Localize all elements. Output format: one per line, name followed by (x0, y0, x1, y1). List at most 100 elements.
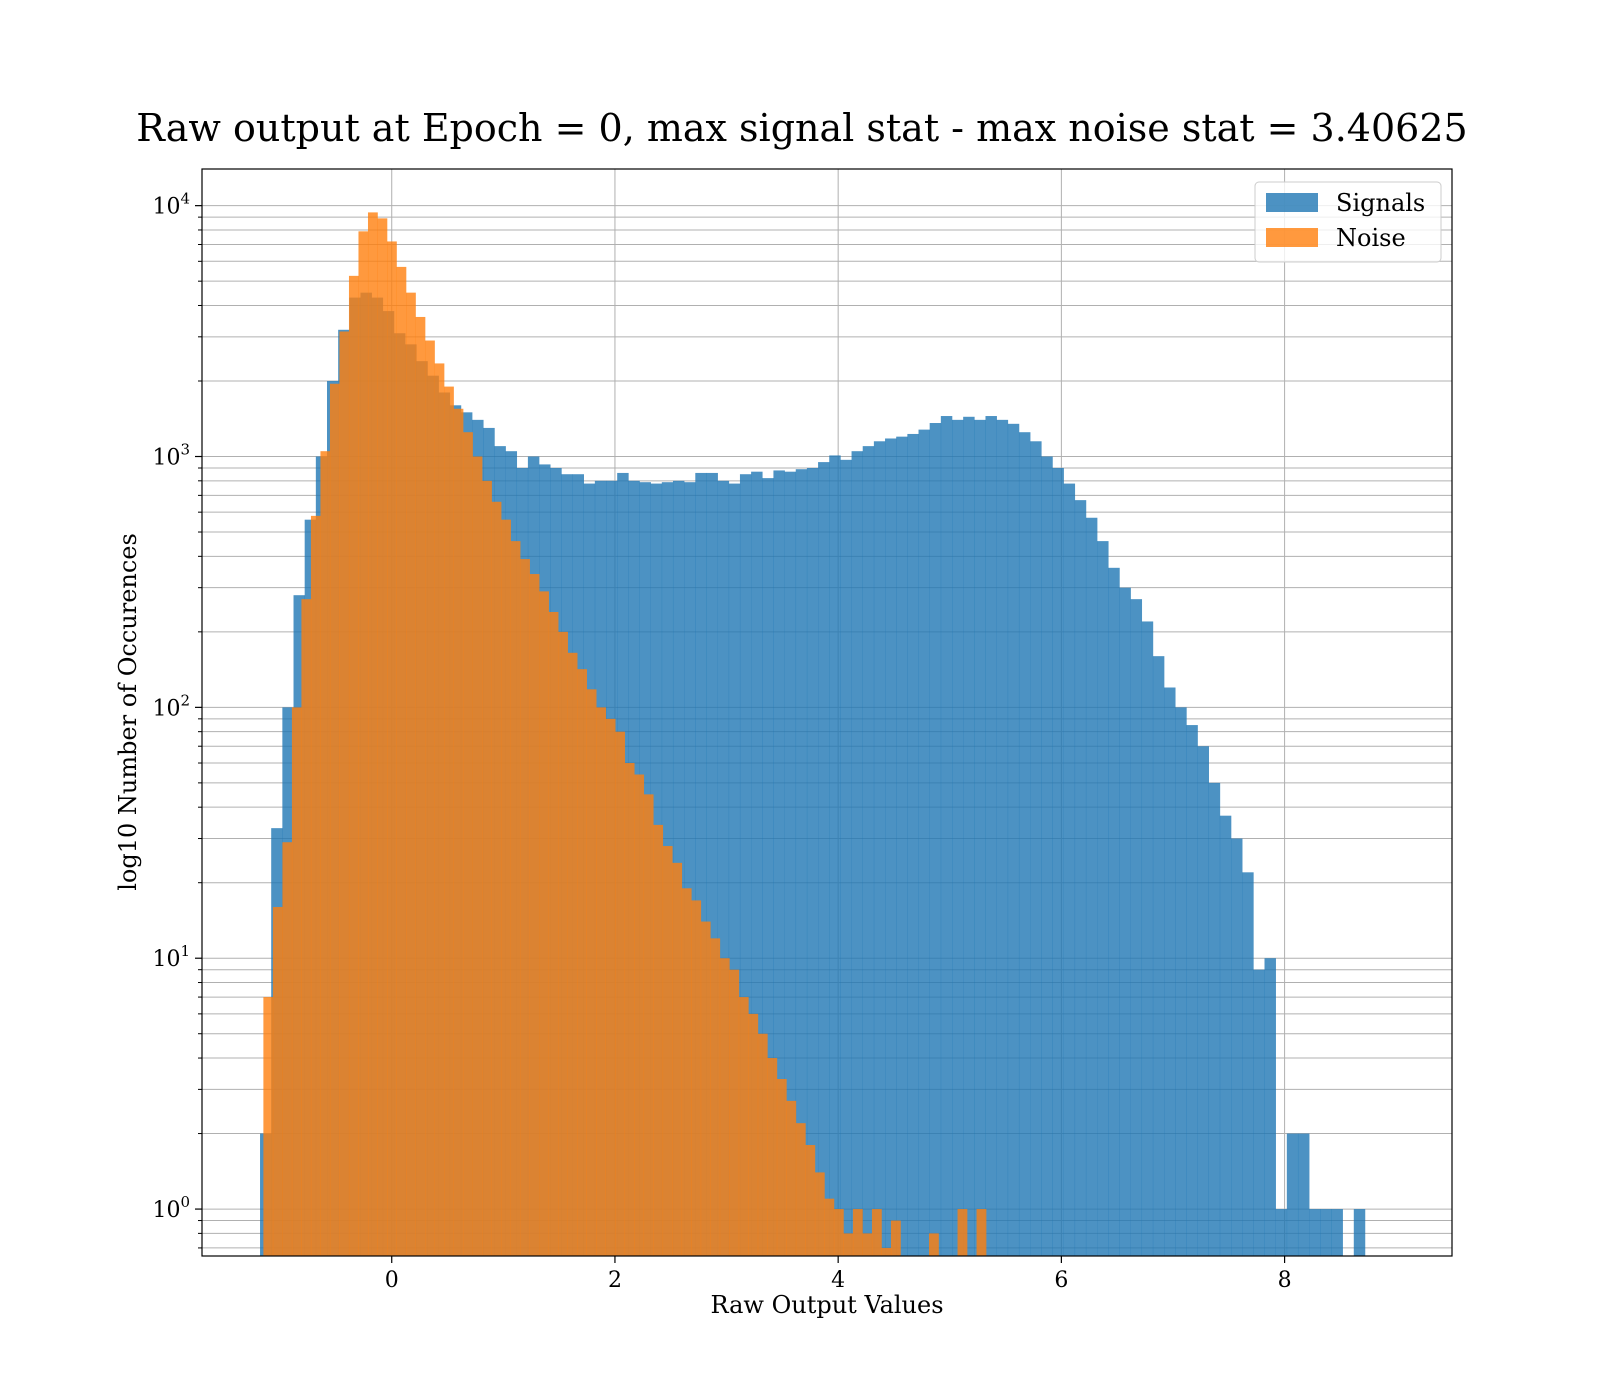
bar-signals (1063, 483, 1076, 1256)
bar-signals (1141, 621, 1154, 1256)
x-tick-label: 4 (831, 1268, 845, 1293)
bar-signals (974, 419, 986, 1256)
bar-noise (396, 266, 407, 1256)
x-tick-label: 0 (385, 1268, 399, 1293)
bar-noise (539, 591, 549, 1256)
bar-noise (310, 515, 321, 1256)
bar-signals (1320, 1209, 1332, 1256)
bar-signals (1041, 456, 1053, 1257)
bar-noise (862, 1233, 873, 1256)
bar-noise (662, 846, 673, 1256)
bar-signals (929, 423, 942, 1256)
bar-signals (840, 459, 852, 1257)
bar-noise (700, 921, 711, 1256)
y-tick-label: 103 (152, 441, 190, 471)
bar-signals (684, 482, 696, 1256)
bar-noise (272, 907, 283, 1256)
bar-signals (818, 462, 830, 1256)
bar-noise (672, 862, 683, 1256)
bar-noise (529, 574, 540, 1256)
bar-noise (577, 669, 587, 1256)
bar-signals (1231, 838, 1243, 1256)
bar-signals (762, 478, 774, 1256)
bar-noise (681, 888, 692, 1256)
bar-signals (739, 474, 752, 1256)
bar-noise (691, 900, 702, 1256)
bar-signals (773, 470, 785, 1256)
bar-signals (1331, 1209, 1343, 1256)
bar-noise (377, 218, 388, 1257)
bar-noise (510, 541, 521, 1256)
bar-signals (885, 438, 897, 1256)
bar-noise (852, 1209, 863, 1256)
bar-noise (643, 794, 654, 1256)
bar-signals (751, 471, 763, 1256)
bar-noise (472, 456, 483, 1257)
bar-noise (976, 1209, 987, 1256)
bar-signals (695, 472, 707, 1257)
chart-title: Raw output at Epoch = 0, max signal stat… (136, 106, 1467, 150)
bar-signals (1052, 467, 1064, 1256)
bar-noise (719, 958, 730, 1256)
y-tick-label: 104 (152, 190, 190, 220)
bar-signals (1018, 432, 1031, 1256)
bar-noise (729, 969, 740, 1256)
bar-noise (348, 275, 359, 1256)
bar-noise (520, 559, 530, 1256)
bar-noise (605, 718, 616, 1256)
bar-signals (996, 419, 1009, 1256)
x-tick-label: 8 (1278, 1268, 1292, 1293)
bar-signals (1186, 725, 1198, 1256)
legend-label-noise: Noise (1336, 224, 1406, 252)
bar-signals (1309, 1209, 1321, 1256)
y-tick-label: 100 (152, 1193, 190, 1223)
bar-signals (1275, 1209, 1288, 1256)
bar-signals (985, 416, 997, 1256)
bar-noise (387, 241, 397, 1256)
bar-noise (871, 1209, 882, 1256)
bar-signals (1074, 500, 1087, 1256)
bar-noise (358, 231, 369, 1257)
bar-noise (501, 519, 511, 1256)
bar-signals (795, 469, 808, 1257)
bar-noise (301, 599, 312, 1256)
bar-signals (1007, 423, 1020, 1256)
bar-noise (615, 731, 626, 1256)
y-axis-label: log10 Number of Occurences (114, 533, 142, 891)
bar-noise (881, 1247, 892, 1256)
bar-noise (282, 842, 293, 1256)
bar-noise (548, 611, 559, 1256)
legend-swatch-signals (1266, 193, 1318, 212)
bar-noise (833, 1209, 844, 1256)
bar-signals (1297, 1133, 1310, 1256)
bar-signals (1097, 541, 1109, 1256)
bar-noise (263, 997, 274, 1256)
bar-signals (706, 472, 718, 1257)
bar-noise (367, 212, 378, 1257)
y-tick-label: 102 (152, 691, 190, 721)
bar-signals (784, 471, 797, 1256)
bar-signals (728, 483, 741, 1256)
bar-noise (291, 707, 302, 1256)
bar-noise (653, 824, 664, 1256)
bar-signals (1119, 587, 1131, 1256)
bar-signals (1253, 969, 1265, 1256)
x-tick-label: 2 (608, 1268, 622, 1293)
bar-noise (738, 997, 749, 1256)
bar-noise (843, 1233, 854, 1256)
bar-noise (339, 331, 350, 1257)
bar-noise (824, 1198, 835, 1256)
bar-noise (491, 501, 502, 1257)
bar-noise (634, 774, 645, 1256)
bar-noise (329, 383, 340, 1256)
bar-noise (558, 631, 568, 1256)
bar-signals (862, 446, 875, 1256)
bar-noise (710, 938, 721, 1256)
bar-signals (1175, 707, 1187, 1256)
bar-noise (406, 292, 416, 1256)
bar-noise (748, 1013, 759, 1256)
bar-noise (453, 408, 464, 1256)
ticks-layer: 0 2 4 6 8 100 101 102 103 104 (152, 190, 1291, 1293)
bar-noise (320, 451, 331, 1256)
